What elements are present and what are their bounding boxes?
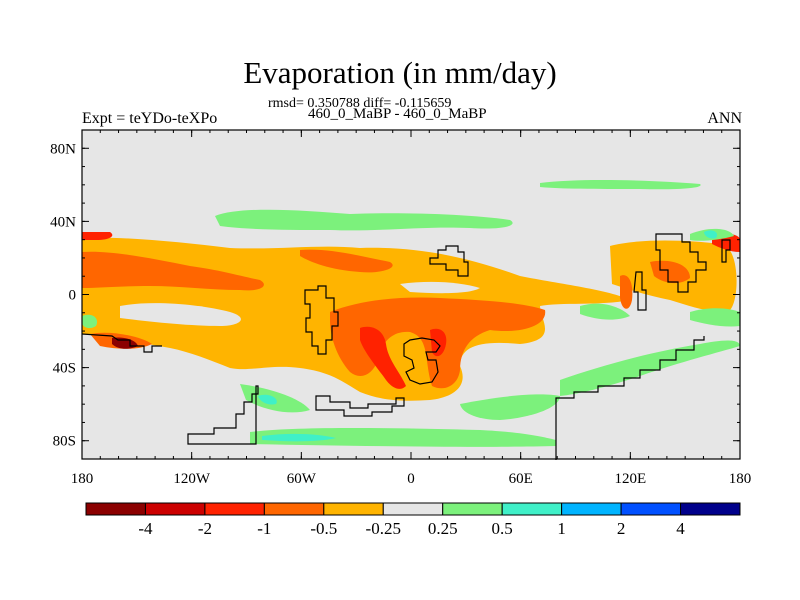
lat-tick-label: 80S — [53, 434, 76, 450]
continent-outline-south-small — [315, 395, 405, 417]
continent-outline-ring — [403, 337, 441, 385]
west-positive-patch — [82, 314, 98, 329]
lon-tick-label: 0 — [407, 471, 415, 487]
colorbar-label: -1 — [257, 519, 271, 538]
colorbar-swatch — [442, 502, 503, 516]
colorbar-swatch — [501, 502, 563, 516]
northwest-strong-negative — [82, 232, 113, 240]
colorbar-label: -0.25 — [366, 519, 401, 538]
antarctic-coastal-positive — [250, 428, 556, 447]
colorbar-label: 0.5 — [492, 519, 513, 538]
lon-tick-label: 180 — [71, 471, 94, 487]
continent-outline-central — [304, 285, 339, 355]
lat-tick-label: 40N — [50, 214, 76, 230]
lon-tick-label: 60E — [509, 471, 533, 487]
rmsd-diff-stats: rmsd= 0.350788 diff= -0.115659 — [268, 96, 452, 111]
colorbar-label: 4 — [676, 519, 685, 538]
axis-ticks — [81, 129, 741, 460]
colorbar-label: 2 — [617, 519, 626, 538]
lat-tick-label: 0 — [69, 288, 77, 304]
antarctic-coastal-strong-positive — [262, 433, 336, 442]
continent-outline-south-east — [555, 336, 705, 460]
central-pacific-negative-band — [300, 249, 393, 273]
axis-tick-labels: 80N 40N 0 40S 80S 180 120W 60W 0 60E 120… — [50, 141, 751, 487]
continent-outline-east — [655, 233, 707, 293]
season-label: ANN — [707, 110, 742, 127]
antarctic-coastal-strong-positive-2 — [258, 394, 277, 405]
south-atlantic-strong-negative — [360, 326, 406, 389]
experiment-label: Expt = teYDo-teXPo — [82, 110, 218, 127]
continent-outline-east-small — [633, 271, 647, 311]
colorbar-label: 0.25 — [428, 519, 458, 538]
colorbar-label: 1 — [557, 519, 566, 538]
continent-outline-east-coast — [721, 239, 731, 263]
colorbar-label: -0.5 — [310, 519, 337, 538]
colorbar-swatch — [382, 502, 444, 516]
south-indian-positive-band — [560, 340, 740, 396]
colorbar-label: -4 — [138, 519, 153, 538]
colorbar-labels: -4 -2 -1 -0.5 -0.25 0.25 0.5 1 2 4 — [138, 519, 685, 538]
colorbar — [85, 502, 741, 516]
north-pacific-positive-band — [215, 209, 513, 231]
north-atlantic-positive-patch — [540, 180, 701, 190]
colorbar-label: -2 — [198, 519, 212, 538]
colorbar-swatch — [144, 502, 206, 516]
lat-tick-label: 80N — [50, 141, 76, 157]
continent-outline-north — [429, 245, 469, 277]
lat-tick-label: 40S — [53, 361, 76, 377]
pacific-neutral-gap — [120, 303, 241, 326]
indian-ocean-positive-patch — [580, 303, 630, 320]
map-title: Evaporation (in mm/day) — [243, 55, 557, 90]
continent-outline-south-west — [187, 385, 259, 445]
continent-outline-southwest-coast — [81, 333, 162, 353]
lon-tick-label: 120W — [173, 471, 211, 487]
south-atlantic-strong-negative-2 — [430, 328, 447, 357]
colorbar-swatch — [620, 502, 682, 516]
atlantic-neutral-gap — [400, 281, 480, 294]
colorbar-swatch — [561, 502, 622, 516]
colorbar-swatch — [263, 502, 325, 516]
east-strong-positive-patch — [704, 230, 718, 239]
equatorial-pacific-negative-band — [82, 251, 264, 291]
colorbar-swatch — [204, 502, 265, 516]
period-label: 460_0_MaBP - 460_0_MaBP — [308, 106, 487, 122]
continent-outlines — [81, 233, 731, 460]
lon-tick-label: 120E — [614, 471, 646, 487]
colorbar-swatch — [680, 502, 741, 516]
lon-tick-label: 60W — [287, 471, 317, 487]
lon-tick-label: 180 — [729, 471, 752, 487]
south-atlantic-positive-band — [460, 394, 560, 420]
colorbar-swatch — [323, 502, 384, 516]
east-moderate-negative-patch-2 — [620, 275, 633, 309]
colorbar-swatch — [85, 502, 146, 516]
far-east-positive-patch — [690, 308, 740, 327]
